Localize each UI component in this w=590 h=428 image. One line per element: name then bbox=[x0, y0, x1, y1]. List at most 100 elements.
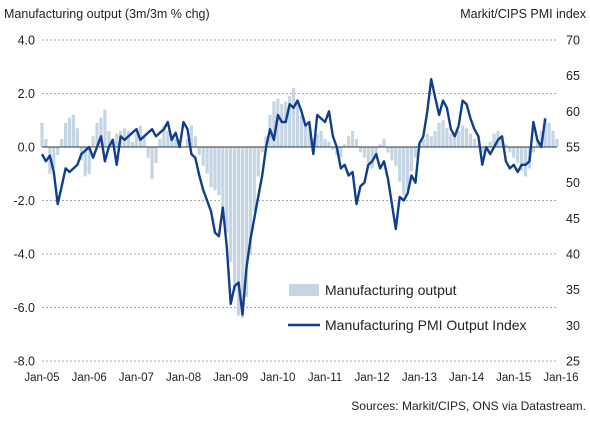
bar-46 bbox=[221, 147, 225, 212]
bar-122 bbox=[520, 147, 524, 172]
bar-38 bbox=[189, 125, 194, 147]
bar-110 bbox=[472, 138, 477, 147]
bar-42 bbox=[205, 147, 209, 174]
right-tick-label: 45 bbox=[566, 212, 580, 226]
right-tick-label: 50 bbox=[566, 176, 580, 190]
bar-70 bbox=[315, 133, 319, 147]
left-tick-label: 4.0 bbox=[18, 34, 35, 48]
bar-31 bbox=[162, 125, 166, 147]
right-tick-label: 70 bbox=[566, 34, 580, 48]
bar-83 bbox=[366, 147, 370, 164]
bar-91 bbox=[398, 147, 402, 182]
bar-8 bbox=[71, 114, 76, 147]
bar-101 bbox=[437, 122, 441, 147]
bar-26 bbox=[142, 136, 146, 147]
bar-125 bbox=[531, 147, 536, 153]
legend-label-line: Manufacturing PMI Output Index bbox=[325, 317, 527, 333]
bar-19 bbox=[115, 133, 119, 147]
bar-88 bbox=[386, 147, 390, 153]
bar-120 bbox=[512, 147, 516, 158]
bar-62 bbox=[284, 101, 288, 147]
bar-54 bbox=[252, 147, 256, 212]
bar-14 bbox=[95, 122, 99, 147]
bar-25 bbox=[138, 125, 142, 147]
bar-30 bbox=[158, 138, 162, 147]
bar-73 bbox=[327, 141, 331, 147]
right-tick-label: 65 bbox=[566, 69, 580, 83]
bar-104 bbox=[449, 133, 453, 147]
legend-label-bars: Manufacturing output bbox=[325, 282, 457, 298]
bar-49 bbox=[233, 147, 237, 292]
bar-37 bbox=[185, 138, 190, 147]
bar-90 bbox=[394, 147, 398, 166]
bar-23 bbox=[130, 141, 135, 147]
bar-94 bbox=[409, 147, 414, 172]
bar-24 bbox=[134, 133, 138, 147]
bar-68 bbox=[307, 125, 311, 147]
x-tick-label: Jan-10 bbox=[260, 372, 295, 384]
bar-15 bbox=[99, 117, 103, 147]
bar-11 bbox=[83, 147, 87, 177]
output-bars bbox=[40, 88, 559, 319]
bar-72 bbox=[323, 138, 327, 147]
bar-6 bbox=[63, 122, 68, 147]
bar-52 bbox=[244, 147, 249, 297]
bar-44 bbox=[213, 147, 217, 190]
bar-100 bbox=[433, 130, 437, 147]
bar-121 bbox=[516, 147, 520, 164]
left-tick-label: -8.0 bbox=[13, 355, 35, 369]
left-tick-label: -6.0 bbox=[13, 301, 35, 315]
x-tick-label: Jan-05 bbox=[24, 372, 59, 384]
bar-93 bbox=[405, 147, 410, 190]
bar-119 bbox=[508, 147, 512, 153]
bar-123 bbox=[523, 147, 528, 177]
bar-103 bbox=[445, 128, 449, 147]
bar-98 bbox=[425, 133, 429, 147]
right-tick-label: 30 bbox=[566, 319, 580, 333]
bar-76 bbox=[339, 147, 343, 158]
bar-34 bbox=[174, 138, 178, 147]
bar-109 bbox=[468, 133, 473, 147]
right-tick-label: 35 bbox=[566, 283, 580, 297]
bar-74 bbox=[331, 147, 335, 150]
source-note: Sources: Markit/CIPS, ONS via Datastream… bbox=[351, 399, 586, 413]
bar-32 bbox=[166, 130, 170, 147]
bar-16 bbox=[103, 109, 107, 147]
bar-87 bbox=[382, 138, 386, 147]
left-tick-label: -2.0 bbox=[13, 194, 35, 208]
gridlines bbox=[42, 39, 557, 362]
bar-92 bbox=[402, 147, 406, 196]
bar-78 bbox=[347, 136, 351, 147]
bar-45 bbox=[217, 147, 221, 196]
bar-50 bbox=[236, 147, 241, 316]
pmi-line bbox=[40, 77, 547, 316]
x-tick-label: Jan-14 bbox=[449, 372, 485, 384]
x-tick-label: Jan-09 bbox=[213, 372, 248, 384]
bar-13 bbox=[91, 136, 95, 147]
bar-77 bbox=[343, 144, 347, 147]
right-tick-label: 60 bbox=[566, 105, 580, 119]
bar-64 bbox=[291, 88, 296, 147]
x-tick-label: Jan-12 bbox=[355, 372, 390, 384]
bar-71 bbox=[319, 130, 323, 147]
bar-22 bbox=[126, 130, 131, 147]
bar-97 bbox=[421, 138, 425, 147]
bar-82 bbox=[362, 147, 366, 158]
bar-86 bbox=[378, 144, 382, 147]
bar-130 bbox=[551, 130, 555, 147]
bar-5 bbox=[60, 138, 64, 147]
bar-1 bbox=[44, 138, 48, 147]
right-axis-ticks: 70 65 60 55 50 45 40 35 30 25 bbox=[566, 34, 580, 369]
bar-21 bbox=[122, 128, 127, 147]
x-tick-label: Jan-15 bbox=[496, 372, 531, 384]
bar-12 bbox=[87, 147, 91, 174]
right-tick-label: 55 bbox=[566, 141, 580, 155]
x-tick-label: Jan-16 bbox=[543, 372, 578, 384]
bar-102 bbox=[441, 120, 445, 147]
bar-66 bbox=[299, 114, 304, 147]
bar-7 bbox=[67, 117, 72, 147]
bar-99 bbox=[429, 136, 433, 147]
bar-0 bbox=[40, 122, 44, 147]
x-tick-label: Jan-07 bbox=[119, 372, 154, 384]
